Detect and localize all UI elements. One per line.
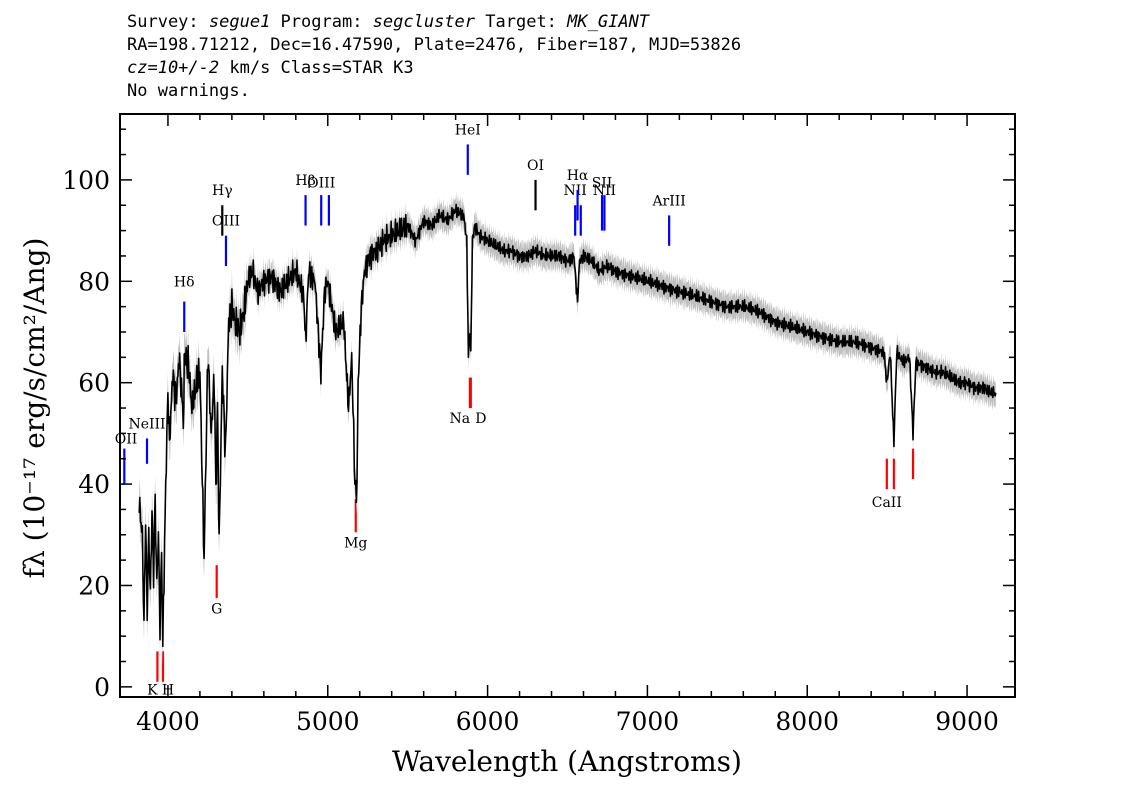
line-label: HeI (455, 122, 481, 138)
spectrum-series (138, 191, 997, 667)
x-tick-label: 7000 (616, 707, 680, 736)
header-redshift-segment: km/s Class=STAR K3 (219, 58, 414, 78)
header-survey-segment: Target: (475, 12, 568, 32)
header-survey-segment: Program: (270, 12, 373, 32)
line-label: NII (564, 183, 587, 199)
header-survey-segment: Survey: (127, 12, 209, 32)
y-tick-label: 20 (78, 571, 110, 600)
line-label: OIII (307, 176, 335, 192)
spectrum-line (138, 203, 997, 648)
line-label: OII (115, 432, 138, 448)
header-survey-line: Survey: segue1 Program: segcluster Targe… (127, 11, 741, 34)
y-tick-label: 100 (62, 166, 110, 195)
y-tick-label: 0 (94, 673, 110, 702)
x-tick-label: 5000 (296, 707, 360, 736)
x-tick-label: 6000 (456, 707, 520, 736)
line-label: Na (450, 411, 471, 427)
y-axis-title: fλ (10⁻¹⁷ erg/s/cm²/Ang) (18, 238, 51, 579)
y-tick-label: 40 (78, 470, 110, 499)
header-warnings-line: No warnings. (127, 81, 250, 101)
plot-frame (119, 113, 1016, 698)
header-redshift-line: cz=10+/-2 km/s Class=STAR K3 (127, 57, 741, 80)
line-label: Mg (344, 535, 367, 551)
header-coordinates-line: RA=198.71212, Dec=16.47590, Plate=2476, … (127, 35, 742, 55)
x-tick-label: 8000 (775, 707, 839, 736)
line-label: Hγ (212, 183, 233, 199)
line-label: G (211, 601, 222, 617)
x-axis-title: Wavelength (Angstroms) (392, 745, 742, 778)
line-label: Hα (567, 168, 589, 184)
header-redshift-segment: cz=10+/-2 (127, 58, 220, 78)
line-label: OI (527, 158, 544, 174)
line-label: SII (592, 176, 613, 192)
header-survey-segment: segue1 (208, 12, 271, 32)
axis-ticks: 4000 5000 6000 7000 8000 9000 0 20 40 60 80 100 (62, 114, 1015, 736)
line-label: NeIII (128, 416, 165, 432)
line-label: Hβ (295, 173, 315, 189)
line-label: OIII (212, 214, 240, 230)
line-label: K (147, 682, 158, 698)
line-label: D (475, 411, 486, 427)
spectrum-header: Survey: segue1 Program: segcluster Targe… (127, 11, 741, 103)
header-survey-segment: segcluster (372, 12, 476, 32)
line-label: ArIII (651, 193, 685, 209)
y-tick-label: 80 (78, 267, 110, 296)
spectrum-error-band (139, 191, 996, 667)
line-label: CaII (872, 495, 902, 511)
header-survey-segment: MK_GIANT (567, 12, 650, 32)
line-label: Hδ (174, 274, 195, 290)
x-tick-label: 9000 (935, 707, 999, 736)
y-tick-label: 60 (78, 369, 110, 398)
x-tick-label: 4000 (136, 707, 200, 736)
line-label: NII (593, 183, 616, 199)
